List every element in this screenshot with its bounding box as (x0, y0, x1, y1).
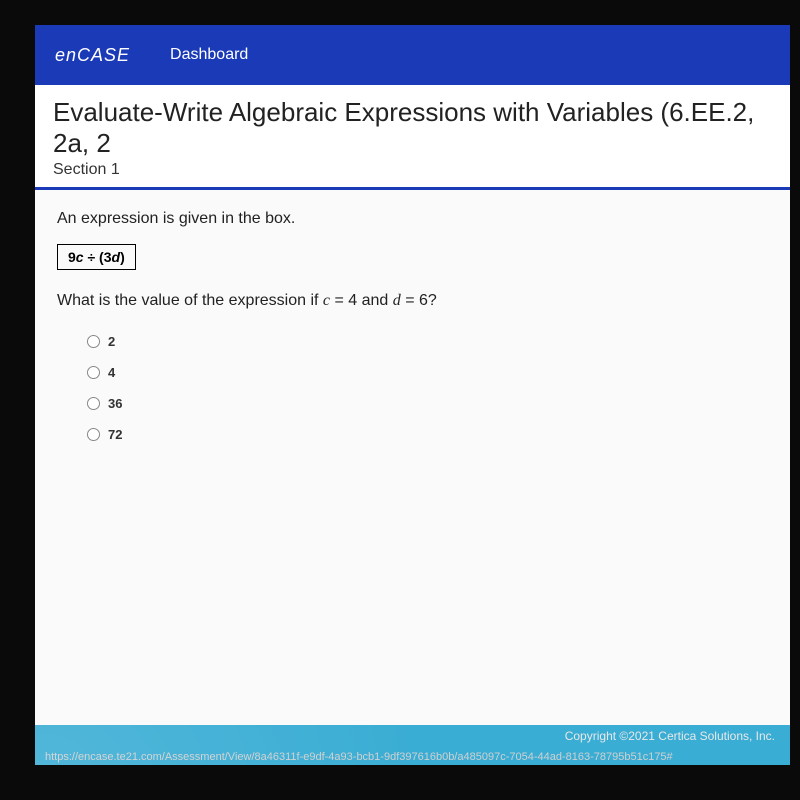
title-section: Evaluate-Write Algebraic Expressions wit… (35, 85, 790, 190)
logo[interactable]: enCASE (55, 45, 130, 66)
option-row[interactable]: 4 (87, 365, 768, 380)
radio-icon[interactable] (87, 397, 100, 410)
laptop-bezel: enCASE Dashboard Evaluate-Write Algebrai… (0, 0, 800, 800)
page-title: Evaluate-Write Algebraic Expressions wit… (53, 97, 772, 159)
option-label: 4 (108, 365, 115, 380)
footer-bar: Copyright ©2021 Certica Solutions, Inc. … (35, 725, 790, 765)
screen-area: enCASE Dashboard Evaluate-Write Algebrai… (35, 25, 790, 765)
question-stem: What is the value of the expression if c… (57, 292, 768, 310)
option-row[interactable]: 72 (87, 427, 768, 442)
radio-icon[interactable] (87, 366, 100, 379)
expression-box: 9c ÷ (3d) (57, 244, 136, 270)
option-label: 2 (108, 334, 115, 349)
copyright-text: Copyright ©2021 Certica Solutions, Inc. (565, 729, 775, 743)
option-row[interactable]: 36 (87, 396, 768, 411)
url-text: https://encase.te21.com/Assessment/View/… (45, 751, 673, 763)
options-group: 2 4 36 72 (57, 334, 768, 442)
radio-icon[interactable] (87, 335, 100, 348)
question-prompt: An expression is given in the box. (57, 210, 768, 228)
option-row[interactable]: 2 (87, 334, 768, 349)
option-label: 36 (108, 396, 122, 411)
section-label: Section 1 (53, 161, 772, 179)
nav-dashboard[interactable]: Dashboard (170, 46, 248, 64)
header-bar: enCASE Dashboard (35, 25, 790, 85)
radio-icon[interactable] (87, 428, 100, 441)
content-area: An expression is given in the box. 9c ÷ … (35, 190, 790, 478)
option-label: 72 (108, 427, 122, 442)
